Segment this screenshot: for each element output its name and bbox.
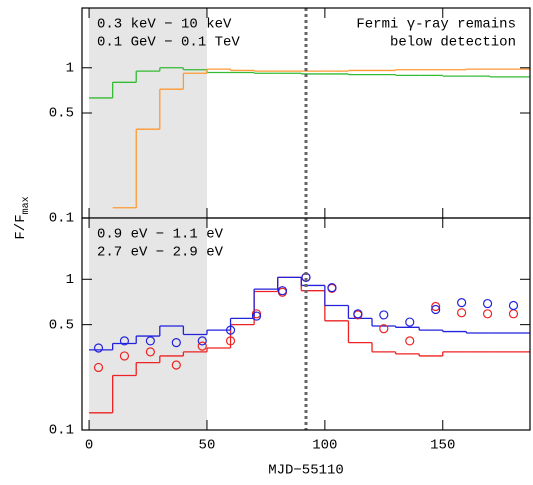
y-tick-label: 1 [66, 272, 74, 288]
legend-entry: 0.1 GeV − 0.1 TeV [97, 35, 240, 51]
y-tick-label: 1 [66, 60, 74, 76]
data-point [277, 286, 288, 296]
data-point [457, 298, 467, 308]
data-point [405, 317, 415, 327]
legend-entry: 0.3 keV − 10 keV [97, 17, 232, 33]
legend-entry: 2.7 eV − 2.9 eV [97, 245, 224, 261]
data-point [171, 338, 181, 348]
data-point [119, 336, 130, 346]
x-tick-label: 0 [85, 438, 93, 454]
data-point [457, 308, 467, 318]
data-point [353, 309, 363, 319]
data-point [225, 325, 236, 335]
data-point [93, 362, 104, 373]
y-tick-label: 0.5 [49, 106, 74, 122]
y-label-main: F/F [13, 214, 29, 239]
data-point [197, 336, 207, 346]
data-point [431, 301, 441, 312]
y-label-sub: max [21, 196, 32, 214]
y-tick-label: 0.5 [49, 317, 74, 333]
y-axis-label: F/Fmax [13, 196, 32, 239]
data-point [197, 341, 207, 351]
data-point [379, 324, 389, 334]
shaded-region [89, 218, 207, 430]
data-point [171, 360, 181, 370]
legend-entry: 0.9 eV − 1.1 eV [97, 227, 224, 243]
shaded-region [89, 8, 207, 218]
annotation: Fermi γ-ray remains [356, 17, 516, 33]
data-point [145, 336, 155, 346]
data-point [93, 343, 104, 353]
x-axis-label: MJD−55110 [268, 463, 344, 479]
y-tick-label: 0.1 [49, 423, 74, 439]
data-point [251, 311, 262, 321]
data-point [327, 283, 337, 293]
data-point [508, 309, 519, 319]
data-point [379, 310, 389, 320]
x-tick-label: 100 [312, 438, 337, 454]
data-point [225, 336, 236, 346]
data-point [482, 298, 493, 309]
data-point [405, 336, 415, 346]
data-point [119, 351, 130, 361]
data-point [482, 309, 493, 319]
x-tick-label: 150 [430, 438, 455, 454]
y-tick-label: 0.1 [49, 211, 74, 227]
data-point [431, 304, 441, 315]
data-point [508, 300, 519, 311]
annotation: below detection [390, 35, 516, 51]
data-point [145, 347, 155, 357]
plot-frame [81, 217, 531, 431]
x-tick-label: 50 [199, 438, 216, 454]
